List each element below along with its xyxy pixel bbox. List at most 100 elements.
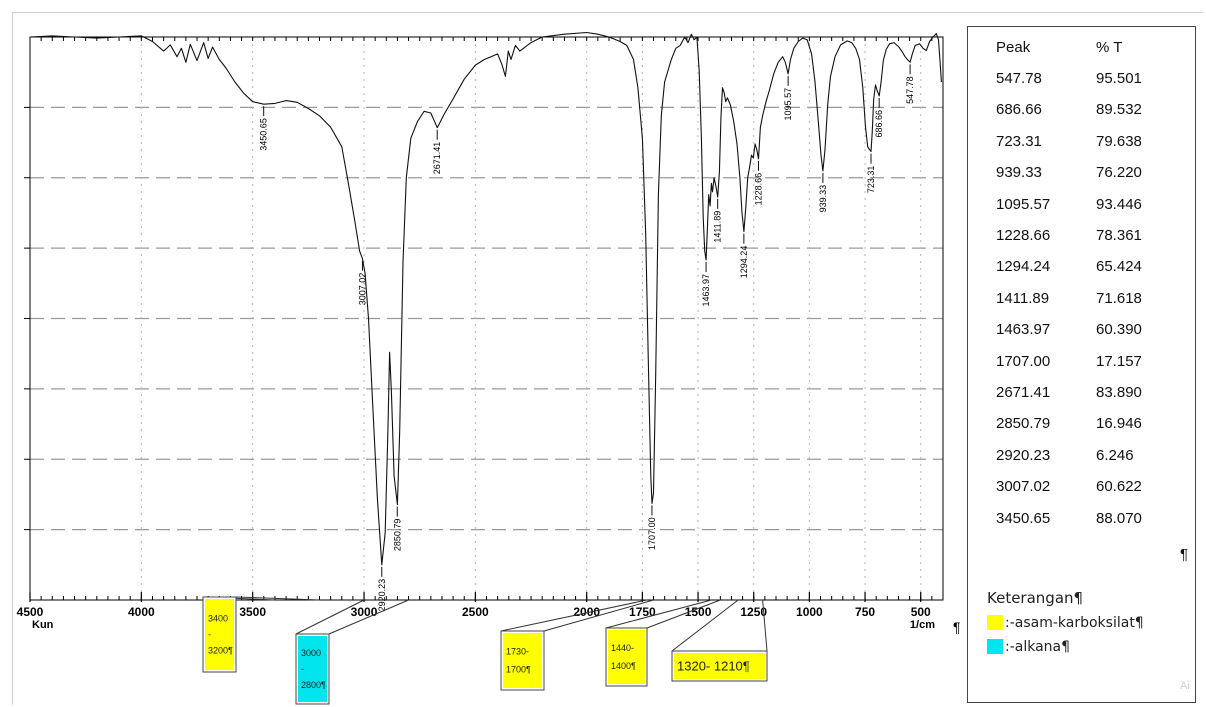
peak-table-row: 939.33 76.220	[968, 164, 1195, 195]
peak-label: 1228.66	[753, 173, 763, 206]
x-tick-label: 4500	[17, 605, 44, 619]
peak-transmittance: 95.501	[1096, 70, 1142, 87]
peak-table-row: 723.31 79.638	[968, 133, 1195, 164]
x-tick-label: 3500	[239, 605, 266, 619]
peak-label: 939.33	[818, 185, 828, 213]
peak-wavenumber: 1095.57	[996, 195, 1051, 213]
x-tick-label: 1750	[629, 605, 656, 619]
peak-label: 2850.79	[392, 519, 402, 552]
table-end-mark: ¶	[1180, 546, 1189, 563]
peak-table-row: 1463.97 60.390	[968, 321, 1195, 352]
peak-table: Peak % T 547.78 95.501 686.66 89.532 723.31 7…	[967, 26, 1196, 576]
peak-label: 686.66	[874, 110, 884, 138]
peak-wavenumber: 939.33	[996, 164, 1042, 182]
peak-wavenumber: 2850.79	[996, 415, 1051, 433]
callout-highlight	[205, 599, 234, 670]
callout-highlight	[674, 653, 765, 679]
x-tick-label: 2000	[573, 605, 600, 619]
callout-leader	[235, 596, 320, 601]
legend-item-carboxylic-acid: :-asam-karboksilat¶	[987, 615, 1144, 631]
legend-item-alkane: :-alkana¶	[987, 639, 1070, 655]
callout-leader	[605, 599, 712, 629]
peak-annotations: 547.78 686.66 723.31 939.33 1095.57 1228.66 12…	[259, 64, 915, 611]
callout-text: 2800¶	[301, 680, 326, 690]
x-tick-label: 1500	[685, 605, 712, 619]
peak-wavenumber: 1463.97	[996, 321, 1051, 339]
peak-wavenumber: 547.78	[996, 70, 1042, 87]
callout-text: -	[208, 630, 211, 640]
x-tick-label: 1000	[796, 605, 823, 619]
peak-transmittance: 89.532	[1096, 101, 1142, 119]
peak-label: 723.31	[866, 166, 876, 194]
peak-table-row: 3007.02 60.622	[968, 478, 1195, 509]
legend-swatch-cyan	[987, 639, 1003, 654]
callout-leader	[671, 599, 739, 652]
pilcrow-mark: ¶	[953, 619, 961, 635]
callout-leader	[328, 599, 409, 635]
peak-table-row: 1294.24 65.424	[968, 258, 1195, 289]
peak-transmittance: 60.390	[1096, 321, 1142, 339]
legend-box: Keterangan¶ :-asam-karboksilat¶ :-alkana…	[967, 574, 1196, 703]
peak-transmittance: 16.946	[1096, 415, 1142, 433]
callout-leader	[543, 599, 654, 632]
callout-leader	[500, 599, 647, 632]
peak-wavenumber: 686.66	[996, 101, 1042, 119]
peak-table-row: 1095.57 93.446	[968, 196, 1195, 227]
callout-text: 1440-	[611, 643, 634, 653]
callout-text: 1400¶	[611, 661, 636, 671]
peak-label: 2671.41	[432, 142, 442, 175]
peak-table-row: 1228.66 78.361	[968, 227, 1195, 258]
callout-leader	[762, 599, 768, 652]
peak-table-row: 2920.23 6.246	[968, 447, 1195, 478]
callout-highlight	[298, 636, 327, 702]
peak-wavenumber: 3450.65	[996, 509, 1051, 527]
peak-transmittance: 60.622	[1096, 478, 1142, 496]
peak-transmittance: 76.220	[1096, 164, 1142, 182]
spectrum-trace	[29, 31, 942, 566]
legend-swatch-yellow	[987, 615, 1003, 630]
peak-label: 1707.00	[647, 517, 657, 550]
callout-text: 1730-	[506, 647, 529, 657]
x-tick-label: 1250	[740, 605, 767, 619]
peak-transmittance: 78.361	[1096, 227, 1142, 244]
peak-wavenumber: 2671.41	[996, 384, 1051, 401]
peak-label: 1294.24	[739, 246, 749, 279]
peak-table-row: 2850.79 16.946	[968, 415, 1195, 446]
x-unit-label: 1/cm	[910, 619, 935, 631]
peak-transmittance: 93.446	[1096, 195, 1142, 213]
peak-transmittance: 83.890	[1096, 384, 1142, 401]
peak-table-row: 1411.89 71.618	[968, 290, 1195, 321]
x-tick-label: 750	[855, 605, 875, 619]
x-tick-label: 4000	[128, 605, 155, 619]
peak-transmittance: 88.070	[1096, 509, 1142, 527]
peak-wavenumber: 3007.02	[996, 478, 1051, 496]
peak-header: Peak	[996, 39, 1031, 56]
peak-table-row: 2671.41 83.890	[968, 384, 1195, 415]
peak-wavenumber: 1228.66	[996, 227, 1051, 244]
transmittance-header: % T	[1096, 39, 1123, 56]
x-tick-label: 2500	[462, 605, 489, 619]
figure-frame	[12, 12, 1203, 705]
callout-text: -	[301, 664, 304, 674]
spectrum-line	[29, 31, 942, 566]
peak-wavenumber: 1411.89	[996, 289, 1050, 307]
legend-title: Keterangan¶	[987, 589, 1084, 607]
peak-table-header: Peak % T	[968, 39, 1195, 70]
callout-text: 1700¶	[506, 665, 531, 675]
peak-transmittance: 17.157	[1096, 352, 1142, 370]
peak-table-row: 3450.65 88.070	[968, 510, 1195, 541]
callout-highlight	[503, 633, 542, 688]
peak-label: 547.78	[905, 76, 915, 104]
chart-grid	[30, 37, 943, 600]
peak-label: 3007.02	[357, 273, 367, 306]
callout-leader	[646, 599, 721, 629]
peak-label: 1411.89	[713, 211, 723, 243]
callout-text: 3400	[208, 614, 228, 624]
legend-item-label: :-alkana¶	[1005, 639, 1071, 655]
x-tick-label: 3000	[351, 605, 378, 619]
peak-transmittance: 71.618	[1096, 289, 1142, 307]
callout-leader	[295, 599, 365, 635]
callout-text: 3200¶	[208, 646, 233, 656]
peak-transmittance: 6.246	[1096, 446, 1134, 464]
